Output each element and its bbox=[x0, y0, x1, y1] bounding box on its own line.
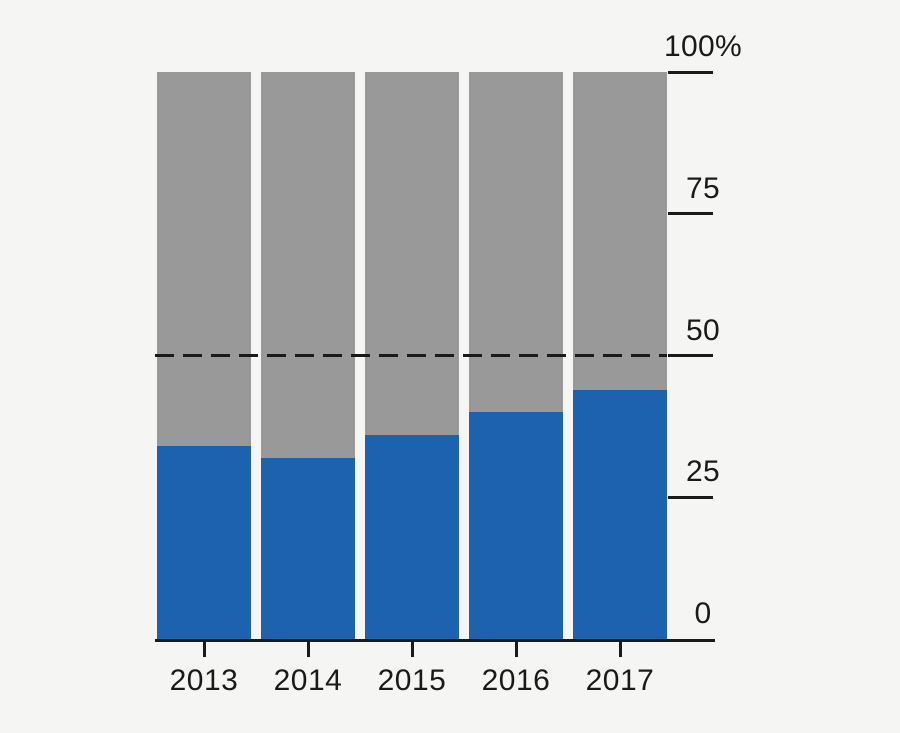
bar-2016-blue-segment bbox=[469, 412, 563, 639]
x-tick-2015 bbox=[410, 642, 414, 657]
y-label-25: 25 bbox=[686, 455, 720, 489]
y-label-0: 0 bbox=[694, 597, 712, 630]
x-label-2017: 2017 bbox=[585, 664, 655, 697]
bar-2014-blue-segment bbox=[261, 457, 355, 639]
x-label-2013: 2013 bbox=[169, 664, 239, 697]
x-axis-line bbox=[155, 639, 715, 642]
x-tick-2016 bbox=[514, 642, 518, 657]
x-tick-2017 bbox=[618, 642, 622, 657]
x-label-2015: 2015 bbox=[377, 664, 447, 697]
x-label-2014: 2014 bbox=[273, 664, 343, 697]
y-label-100: 100% bbox=[664, 30, 742, 63]
y-tick-100 bbox=[668, 70, 713, 74]
bar-2013-blue-segment bbox=[157, 446, 251, 639]
x-tick-2013 bbox=[202, 642, 206, 657]
y-label-50: 50 bbox=[686, 313, 720, 347]
y-label-75: 75 bbox=[686, 171, 720, 205]
y-tick-75 bbox=[668, 212, 713, 216]
x-label-2016: 2016 bbox=[481, 664, 551, 697]
bar-2015-blue-segment bbox=[365, 434, 459, 639]
x-tick-2014 bbox=[306, 642, 310, 657]
bar-2017-blue-segment bbox=[573, 389, 667, 639]
y-tick-25 bbox=[668, 495, 713, 499]
y-tick-50 bbox=[668, 354, 713, 357]
fifty-percent-dashed-reference-line bbox=[155, 354, 667, 357]
